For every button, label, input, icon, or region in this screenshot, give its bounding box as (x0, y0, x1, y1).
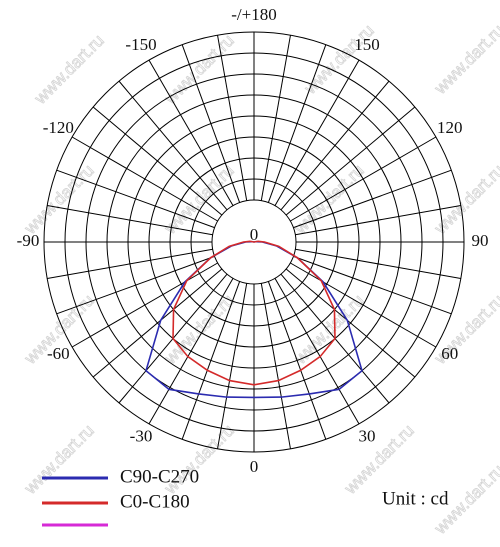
spoke (274, 278, 360, 425)
spoke (290, 262, 437, 348)
watermarks: www.dart.ru www.dart.ru www.dart.ru www.dar… (20, 20, 500, 538)
spoke (295, 205, 461, 236)
angle-tick-label: -30 (130, 427, 153, 446)
spoke (267, 44, 327, 203)
unit-label: Unit : cd (382, 488, 449, 509)
spoke (118, 80, 228, 211)
angle-tick-label: 0 (250, 457, 259, 476)
spoke (148, 59, 234, 206)
spoke (295, 248, 461, 279)
angle-tick-label: 60 (441, 344, 458, 363)
spoke (181, 281, 241, 440)
spoke (260, 35, 291, 201)
watermark: www.dart.ru (30, 31, 108, 109)
angle-tick-label: 30 (359, 427, 376, 446)
spoke (290, 136, 437, 222)
watermark: www.dart.ru (290, 291, 368, 369)
spoke (71, 136, 218, 222)
legend-label: C90-C270 (120, 466, 199, 487)
angle-tick-label: -/+180 (231, 5, 276, 24)
watermark: www.dart.ru (340, 421, 418, 499)
spoke (260, 283, 291, 449)
watermark: www.dart.ru (300, 21, 378, 99)
watermark: www.dart.ru (430, 21, 500, 99)
watermark: www.dart.ru (20, 421, 98, 499)
spoke (293, 169, 452, 229)
spoke (92, 106, 223, 216)
spoke (267, 281, 327, 440)
spoke (285, 106, 416, 216)
spoke (280, 80, 390, 211)
spoke (293, 255, 452, 315)
watermark: www.dart.ru (20, 161, 98, 239)
spoke (148, 278, 234, 425)
polar-grid (43, 31, 465, 453)
watermark: www.dart.ru (160, 31, 238, 109)
angle-tick-label: 90 (472, 231, 489, 250)
spoke (285, 268, 416, 378)
spoke (56, 255, 215, 315)
spoke (181, 44, 241, 203)
angle-tick-label: -60 (47, 344, 70, 363)
spoke (274, 59, 360, 206)
curves (145, 240, 363, 399)
angle-tick-label: -150 (125, 35, 156, 54)
legend-label: C0-C180 (120, 491, 190, 512)
spoke (47, 205, 213, 236)
angle-tick-label: -90 (17, 231, 40, 250)
radial-tick-label: 0 (250, 225, 259, 244)
angle-tick-label: 120 (437, 118, 463, 137)
spoke (71, 262, 218, 348)
series-line (172, 240, 336, 386)
spoke (217, 35, 248, 201)
spoke (217, 283, 248, 449)
watermark: www.dart.ru (430, 161, 500, 239)
labels: -/+180 150 -150 120 -120 90 -90 60 -60 30 -30 0 0 (17, 5, 489, 476)
spoke (56, 169, 215, 229)
angle-tick-label: 150 (354, 35, 380, 54)
spoke (47, 248, 213, 279)
angle-tick-label: -120 (43, 118, 74, 137)
spoke (92, 268, 223, 378)
